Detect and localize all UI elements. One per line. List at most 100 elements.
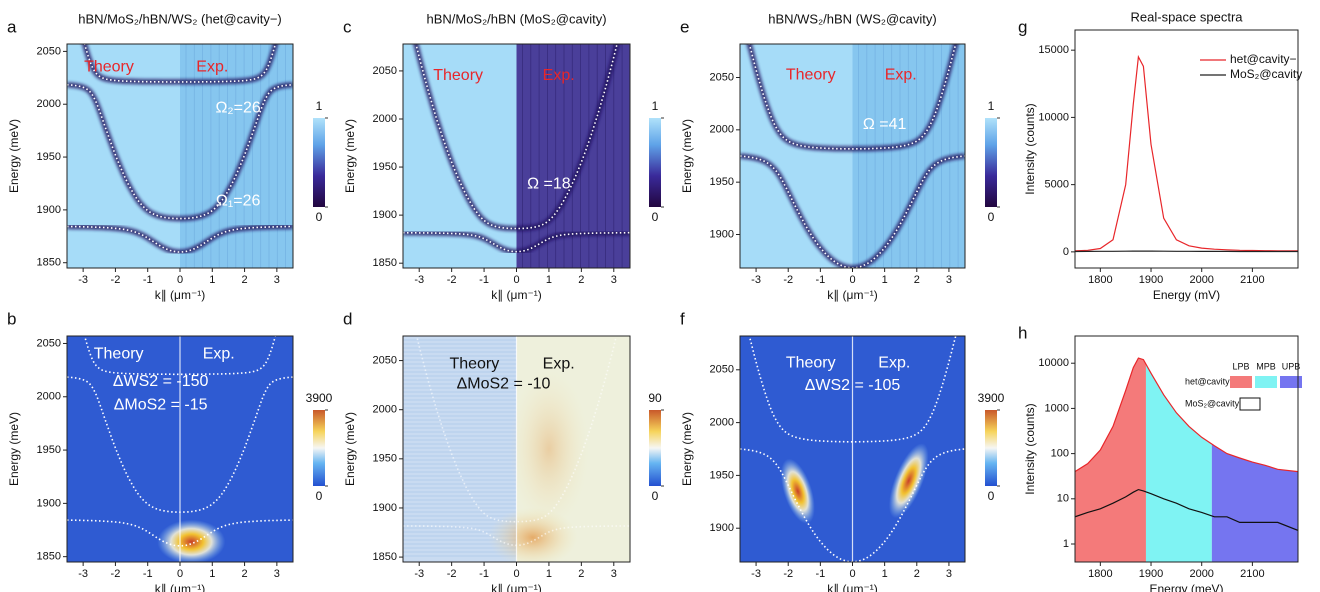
colorbar-label: 90 xyxy=(648,391,662,405)
colorbar-label: 0 xyxy=(988,210,995,224)
annotation: ΔMoS2 = -10 xyxy=(457,375,551,392)
y-tick-label: 0 xyxy=(1063,246,1069,258)
x-axis-label: k∥ (μm⁻¹) xyxy=(827,582,878,592)
y-tick-label: 2050 xyxy=(37,45,61,57)
colorbar-label: 3900 xyxy=(306,391,333,405)
x-axis-label: k∥ (μm⁻¹) xyxy=(827,288,878,302)
annotation: Exp. xyxy=(885,67,917,84)
colorbar-label: 0 xyxy=(652,210,659,224)
x-tick-label: 3 xyxy=(274,568,280,580)
plot-area xyxy=(67,44,293,268)
theory-map xyxy=(67,44,180,268)
x-tick-label: 2 xyxy=(578,568,584,580)
colorbar-label: 1 xyxy=(316,99,323,113)
x-tick-label: 1 xyxy=(546,568,552,580)
x-axis-label: k∥ (μm⁻¹) xyxy=(155,288,206,302)
y-tick-label: 1950 xyxy=(373,161,397,173)
region-fill xyxy=(1145,358,1212,562)
plot-area xyxy=(740,336,965,562)
panel-letter: g xyxy=(1018,17,1027,36)
polariton-branch xyxy=(82,44,278,85)
x-tick-label: 1 xyxy=(546,274,552,286)
x-tick-label: 0 xyxy=(513,568,519,580)
y-tick-label: 100 xyxy=(1051,448,1069,460)
y-axis-label: Energy (meV) xyxy=(680,412,694,486)
annotation: Theory xyxy=(449,356,499,373)
y-tick-label: 2000 xyxy=(373,113,397,125)
panel-letter: f xyxy=(680,309,685,328)
panel-letter: h xyxy=(1018,323,1027,342)
annotation: Exp. xyxy=(878,355,910,372)
y-axis-label: Intensity (counts) xyxy=(1023,103,1037,194)
x-tick-label: 1 xyxy=(882,274,888,286)
x-axis-label: k∥ (μm⁻¹) xyxy=(155,582,206,592)
x-tick-label: 0 xyxy=(849,274,855,286)
y-tick-label: 1850 xyxy=(373,257,397,269)
annotation: Exp. xyxy=(543,356,575,373)
x-tick-label: 3 xyxy=(946,568,952,580)
y-tick-label: 2050 xyxy=(710,71,734,83)
panel-letter: c xyxy=(343,17,352,36)
legend-label: UPB xyxy=(1282,361,1301,371)
model-curve xyxy=(748,44,957,150)
y-tick-label: 2000 xyxy=(710,124,734,136)
legend-swatch xyxy=(1239,397,1261,411)
x-tick-label: 3 xyxy=(611,568,617,580)
x-tick-label: -2 xyxy=(783,274,793,286)
plot-area xyxy=(740,44,965,268)
y-tick-label: 1000 xyxy=(1045,402,1069,414)
plot-area xyxy=(67,336,293,562)
y-tick-label: 2050 xyxy=(373,65,397,77)
annotation: ΔWS2 = -150 xyxy=(113,373,209,390)
annotation: Ω₂=26 xyxy=(215,100,260,117)
x-tick-label: 2 xyxy=(242,274,248,286)
x-tick-label: -3 xyxy=(751,568,761,580)
x-tick-label: -3 xyxy=(78,568,88,580)
legend-label: het@cavity− xyxy=(1185,376,1235,386)
annotation: Theory xyxy=(84,58,134,75)
polariton-branch xyxy=(67,224,293,255)
emission-spot xyxy=(780,458,815,524)
y-tick-label: 1950 xyxy=(710,176,734,188)
colorbar xyxy=(313,118,325,207)
x-tick-label: 1900 xyxy=(1139,568,1163,580)
y-axis-label: Energy (meV) xyxy=(680,119,694,193)
x-axis-label: Energy (meV) xyxy=(1149,582,1223,592)
series-line xyxy=(1075,357,1298,473)
x-tick-label: -1 xyxy=(815,274,825,286)
y-tick-label: 2000 xyxy=(710,417,734,429)
panel-letter: e xyxy=(680,17,689,36)
y-axis-label: Energy (meV) xyxy=(343,119,357,193)
legend-swatch xyxy=(1230,376,1252,388)
colorbar-label: 1 xyxy=(652,99,659,113)
plot-area xyxy=(403,336,630,562)
x-tick-label: -1 xyxy=(143,568,153,580)
model-curve xyxy=(748,336,957,443)
x-tick-label: -2 xyxy=(111,568,121,580)
x-tick-label: -1 xyxy=(479,568,489,580)
y-tick-label: 2000 xyxy=(37,98,61,110)
plot-area xyxy=(1075,54,1298,253)
annotation: Exp. xyxy=(196,58,228,75)
axes-frame xyxy=(1074,335,1299,563)
x-tick-label: 0 xyxy=(177,568,183,580)
x-tick-label: 0 xyxy=(177,274,183,286)
annotation: Theory xyxy=(786,67,836,84)
annotation: Theory xyxy=(94,345,144,362)
x-tick-label: -1 xyxy=(143,274,153,286)
panel-title: Real-space spectra xyxy=(1131,9,1244,24)
x-tick-label: 0 xyxy=(513,274,519,286)
x-tick-label: -2 xyxy=(111,274,121,286)
y-tick-label: 2000 xyxy=(37,391,61,403)
x-tick-label: -3 xyxy=(751,274,761,286)
colorbar-label: 3900 xyxy=(978,391,1005,405)
annotation: Ω₁=26 xyxy=(216,193,261,210)
y-axis-label: Energy (meV) xyxy=(7,119,21,193)
legend-label: MoS₂@cavity xyxy=(1185,398,1240,408)
x-tick-label: 2000 xyxy=(1189,274,1213,286)
x-tick-label: 2100 xyxy=(1240,274,1264,286)
legend-label: MoS₂@cavity xyxy=(1230,67,1302,81)
y-tick-label: 1850 xyxy=(37,551,61,563)
series-line xyxy=(1075,488,1298,531)
